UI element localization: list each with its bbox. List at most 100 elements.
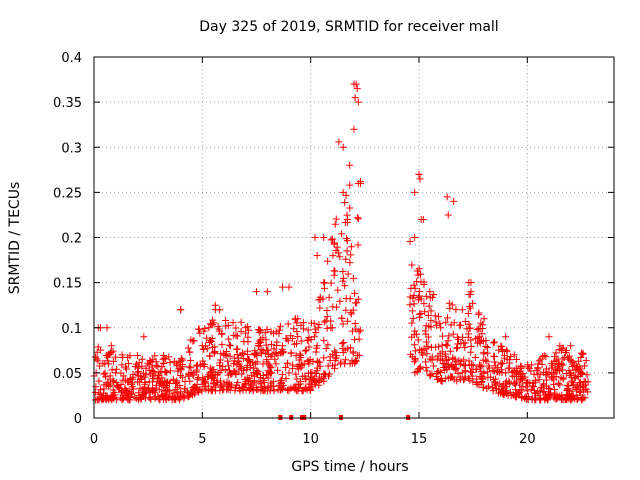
x-tick-label: 0 xyxy=(90,432,98,447)
data-point xyxy=(289,334,297,342)
data-point xyxy=(201,325,209,333)
data-point xyxy=(301,347,309,355)
data-point xyxy=(349,348,357,356)
data-point xyxy=(151,393,159,401)
data-point xyxy=(252,350,260,358)
data-point xyxy=(347,310,355,318)
data-point xyxy=(444,355,452,363)
data-point xyxy=(235,360,243,368)
data-point xyxy=(311,234,319,241)
data-point xyxy=(573,391,581,399)
data-point xyxy=(140,387,148,395)
data-point xyxy=(354,98,362,106)
data-point xyxy=(344,317,352,325)
data-point xyxy=(119,376,127,384)
data-point xyxy=(292,383,300,391)
data-point xyxy=(113,383,121,391)
data-point xyxy=(283,335,291,343)
data-point xyxy=(226,352,234,360)
data-point xyxy=(187,357,195,365)
data-point xyxy=(135,396,143,404)
data-point xyxy=(497,360,505,368)
data-point xyxy=(342,306,350,314)
data-point xyxy=(535,357,543,365)
data-point xyxy=(490,358,498,366)
data-point xyxy=(351,94,359,102)
data-point xyxy=(438,355,446,363)
data-point xyxy=(260,379,268,387)
data-point xyxy=(415,265,423,273)
data-point xyxy=(222,316,230,324)
data-point xyxy=(155,369,163,377)
y-tick-label: 0.05 xyxy=(53,367,82,382)
data-point xyxy=(200,379,208,387)
data-point xyxy=(206,336,214,344)
data-point xyxy=(232,324,240,332)
data-point xyxy=(216,377,224,385)
data-point xyxy=(444,337,452,345)
data-point xyxy=(483,343,491,351)
x-tick-label: 15 xyxy=(411,432,428,447)
data-point xyxy=(411,284,419,292)
data-point xyxy=(313,342,321,350)
data-point xyxy=(194,388,202,396)
data-point xyxy=(482,343,490,351)
data-point xyxy=(183,387,191,395)
data-point xyxy=(554,355,562,363)
data-point xyxy=(149,378,156,386)
data-point xyxy=(424,342,432,350)
data-point xyxy=(274,366,282,374)
y-axis-label: SRMTID / TECUs xyxy=(7,182,23,295)
x-tick-label: 20 xyxy=(519,432,536,447)
data-point xyxy=(91,353,99,361)
data-point xyxy=(530,370,538,378)
data-point xyxy=(546,385,554,393)
data-point xyxy=(138,362,146,370)
data-point xyxy=(453,344,461,352)
data-point xyxy=(410,358,418,366)
data-point xyxy=(127,389,135,397)
data-point xyxy=(420,300,428,308)
data-point xyxy=(467,288,475,296)
data-point xyxy=(420,278,428,286)
data-point xyxy=(490,367,498,375)
data-point xyxy=(503,346,511,354)
data-point xyxy=(307,336,315,344)
data-point xyxy=(442,341,450,349)
data-point xyxy=(120,372,128,380)
data-point xyxy=(438,332,446,340)
data-point xyxy=(567,342,575,350)
data-point xyxy=(320,354,328,362)
data-point xyxy=(434,375,442,383)
data-point xyxy=(412,330,420,338)
data-point xyxy=(240,338,248,346)
data-point xyxy=(415,170,423,178)
data-point xyxy=(426,372,434,380)
y-tick-label: 0.3 xyxy=(61,141,82,156)
data-point xyxy=(220,379,228,387)
data-point xyxy=(91,388,99,396)
data-point xyxy=(206,320,214,328)
data-point xyxy=(429,362,437,370)
data-point xyxy=(578,370,586,378)
data-point xyxy=(133,369,141,377)
data-point xyxy=(337,360,345,368)
data-point xyxy=(568,377,576,385)
data-point xyxy=(173,377,181,385)
data-point xyxy=(347,344,355,352)
data-point xyxy=(426,294,434,302)
data-point xyxy=(330,239,338,247)
data-point xyxy=(257,350,265,358)
data-point xyxy=(200,361,208,369)
data-point xyxy=(444,314,452,322)
data-point xyxy=(112,365,120,373)
data-point xyxy=(411,341,419,349)
data-point xyxy=(341,282,349,290)
data-point xyxy=(535,376,543,384)
data-point xyxy=(339,267,347,275)
data-point xyxy=(547,360,555,368)
grid-lines xyxy=(94,57,614,418)
data-point xyxy=(296,350,304,358)
data-point xyxy=(104,353,112,361)
data-point xyxy=(279,342,286,350)
